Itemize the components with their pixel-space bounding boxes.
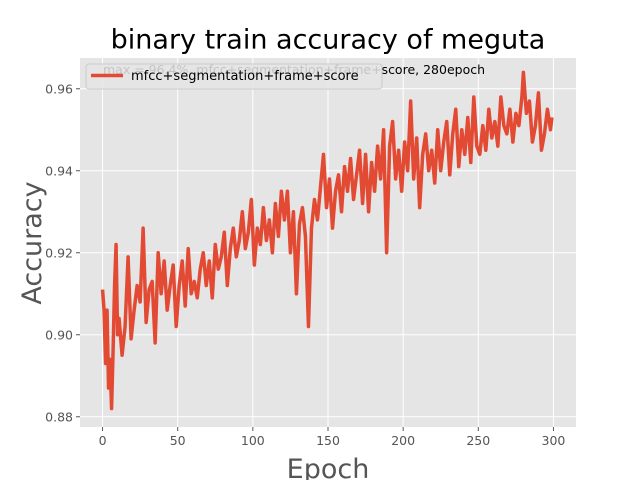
x-tick-label: 200: [391, 433, 415, 448]
y-tick-label: 0.92: [45, 245, 73, 260]
y-tick-label: 0.96: [45, 81, 73, 96]
y-tick-label: 0.90: [45, 327, 73, 342]
series-lines: [100, 70, 554, 411]
x-axis-label: Epoch: [287, 454, 370, 480]
legend-label: mfcc+segmentation+frame+score: [131, 69, 359, 84]
x-tick-label: 0: [99, 433, 107, 448]
x-tick-label: 50: [170, 433, 186, 448]
legend: mfcc+segmentation+frame+score: [85, 63, 383, 90]
legend-box: [85, 63, 383, 90]
y-tick-label: 0.88: [45, 409, 73, 424]
series-line: [100, 70, 554, 411]
chart-title: binary train accuracy of meguta: [111, 25, 546, 56]
x-tick-label: 150: [316, 433, 340, 448]
y-tick-label: 0.94: [45, 163, 73, 178]
x-axis-ticks: 0 50 100 150 200 250 300: [99, 427, 566, 448]
x-tick-label: 300: [542, 433, 566, 448]
x-tick-label: 250: [466, 433, 490, 448]
x-tick-label: 100: [241, 433, 265, 448]
y-axis-ticks: 0.88 0.90 0.92 0.94 0.96: [45, 81, 80, 424]
y-axis-label: Accuracy: [17, 181, 48, 304]
